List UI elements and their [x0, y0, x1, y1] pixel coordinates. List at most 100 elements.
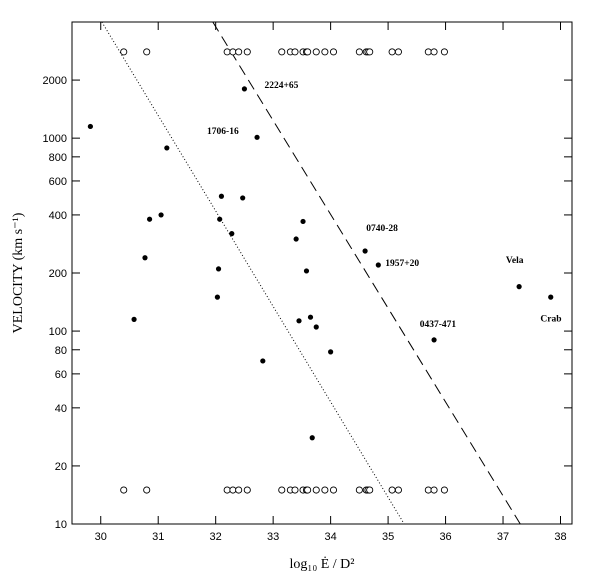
- open-point-lower: [440, 486, 448, 494]
- open-point-upper: [229, 48, 237, 56]
- data-point: [293, 236, 299, 242]
- data-point: [164, 145, 170, 151]
- annotation: 0437-471: [420, 320, 457, 330]
- open-point-upper: [278, 48, 286, 56]
- annotation: 0740-28: [366, 224, 398, 234]
- x-tick-label: 33: [267, 531, 279, 543]
- y-tick-label: 40: [55, 403, 67, 415]
- open-point-upper: [424, 48, 432, 56]
- data-point: [548, 294, 554, 300]
- open-point-upper: [223, 48, 231, 56]
- dashed-reference-line: [212, 22, 521, 524]
- x-tick-label: 32: [210, 531, 222, 543]
- y-axis-title: VELOCITY (km s⁻¹): [11, 212, 26, 333]
- data-point: [214, 294, 221, 300]
- x-tick-label: 34: [324, 531, 336, 543]
- data-point: [229, 231, 235, 237]
- open-point-lower: [304, 486, 312, 494]
- open-point-lower: [235, 486, 243, 494]
- data-point: [215, 266, 222, 272]
- plot-frame: [71, 21, 573, 525]
- annotation: 2224+65: [265, 81, 299, 91]
- open-point-lower: [430, 486, 438, 494]
- data-point: [300, 218, 306, 225]
- x-tick-label: 30: [95, 531, 107, 543]
- open-point-lower: [278, 486, 286, 494]
- open-point-lower: [229, 486, 237, 494]
- y-tick-label: 2000: [43, 75, 67, 87]
- open-point-upper: [291, 48, 299, 56]
- open-point-lower: [312, 486, 320, 494]
- data-point: [146, 216, 153, 222]
- open-point-upper: [235, 48, 243, 56]
- data-point: [362, 248, 368, 254]
- data-point: [254, 134, 260, 140]
- x-tick-label: 35: [382, 531, 394, 543]
- y-tick-label: 10: [55, 519, 67, 531]
- open-point-lower: [394, 486, 402, 494]
- open-point-upper: [355, 48, 363, 56]
- open-point-upper: [120, 48, 128, 56]
- annotation: Crab: [540, 315, 561, 325]
- data-point: [307, 314, 314, 320]
- y-tick-label: 600: [49, 176, 67, 188]
- open-point-lower: [424, 486, 432, 494]
- open-point-upper: [388, 48, 396, 56]
- data-point: [241, 86, 248, 92]
- data-point: [431, 337, 437, 343]
- data-point: [313, 324, 319, 330]
- data-point: [158, 212, 164, 218]
- open-point-lower: [355, 486, 363, 494]
- open-point-upper: [312, 48, 320, 56]
- open-point-lower: [321, 486, 329, 494]
- y-tick-label: 20: [55, 461, 67, 473]
- y-tick-label: 80: [55, 345, 67, 357]
- y-tick-label: 60: [55, 369, 67, 381]
- open-point-upper: [243, 48, 251, 56]
- data-point: [328, 349, 334, 355]
- x-axis-title: log₁₀ Ė / D²: [290, 556, 355, 572]
- open-point-lower: [388, 486, 396, 494]
- x-tick-label: 37: [497, 531, 509, 543]
- y-tick-label: 200: [49, 268, 67, 280]
- data-point: [217, 216, 223, 222]
- annotation: Vela: [506, 256, 524, 266]
- data-point: [131, 316, 137, 322]
- data-point: [516, 284, 522, 290]
- open-point-lower: [143, 486, 151, 494]
- dotted-reference-line: [101, 22, 405, 524]
- open-point-upper: [440, 48, 448, 56]
- data-point: [303, 268, 310, 274]
- open-point-lower: [223, 486, 231, 494]
- y-tick-label: 400: [49, 210, 67, 222]
- data-point: [218, 193, 225, 199]
- open-point-upper: [143, 48, 151, 56]
- open-point-upper: [329, 48, 338, 56]
- open-point-upper: [394, 48, 402, 56]
- x-tick-label: 31: [152, 531, 164, 543]
- open-point-upper: [321, 48, 329, 56]
- x-tick-label: 36: [439, 531, 451, 543]
- data-point: [142, 255, 148, 261]
- open-point-lower: [291, 486, 299, 494]
- y-tick-label: 100: [49, 326, 67, 338]
- data-point: [87, 123, 93, 130]
- annotation: 1706-16: [207, 127, 239, 137]
- y-tick-label: 1000: [43, 133, 67, 145]
- open-point-upper: [366, 48, 374, 56]
- open-point-lower: [243, 486, 251, 494]
- data-point: [296, 318, 302, 324]
- data-point: [375, 262, 381, 268]
- open-point-upper: [430, 48, 438, 56]
- y-tick-label: 800: [49, 152, 67, 164]
- annotation: 1957+20: [385, 259, 419, 269]
- open-point-lower: [366, 486, 374, 494]
- x-tick-label: 38: [554, 531, 566, 543]
- data-point: [260, 358, 266, 364]
- open-point-upper: [304, 48, 312, 56]
- open-point-lower: [329, 486, 338, 494]
- open-point-lower: [120, 486, 128, 494]
- data-point: [240, 195, 246, 201]
- data-point: [309, 435, 315, 441]
